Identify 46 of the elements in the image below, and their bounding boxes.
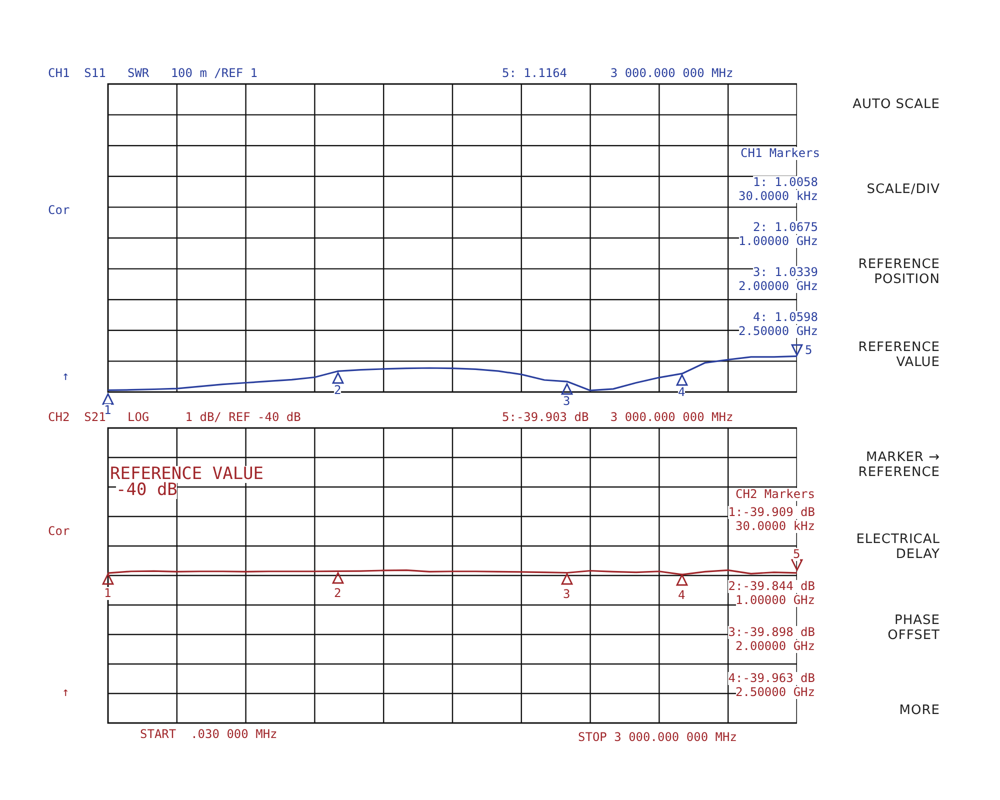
text: ↑	[62, 685, 70, 699]
text: PHASE OFFSET	[886, 613, 940, 643]
text: 1: 1.0058	[752, 175, 818, 189]
text: REFERENCE POSITION	[857, 257, 940, 287]
text: 5	[793, 547, 800, 561]
text: Cor	[48, 524, 70, 538]
annotation: 2	[334, 586, 342, 600]
text: REFERENCE VALUE	[857, 340, 940, 370]
text: SCALE/DIV	[866, 182, 940, 197]
annotation: 2	[334, 383, 342, 397]
text: 2.50000 GHz	[738, 324, 818, 338]
text: 4: 1.0598	[752, 310, 818, 324]
text: ↑	[62, 369, 70, 383]
text: 1.00000 GHz	[738, 234, 818, 248]
annotation: 4	[678, 588, 686, 602]
text: 30.0000 kHz	[738, 189, 818, 203]
annotation: 2:-39.844 dB	[728, 579, 815, 593]
text: ELECTRICAL DELAY	[855, 532, 940, 562]
chart-subtitle: 5: 1.1164 3 000.000 000 MHz	[502, 66, 734, 80]
annotation: 2.00000 GHz	[736, 639, 815, 653]
annotation: 4	[678, 385, 686, 399]
annotation: 3	[563, 587, 570, 601]
text: 2.00000 GHz	[738, 279, 818, 293]
text: 1	[104, 403, 112, 417]
text: AUTO SCALE	[852, 97, 940, 112]
annotation: 3:-39.898 dB	[728, 625, 815, 639]
annotation: 4:-39.963 dB	[728, 671, 815, 685]
text: MORE	[898, 703, 940, 718]
text: 3	[563, 394, 570, 408]
text: 30.0000 kHz	[736, 519, 815, 533]
text: 5	[805, 343, 812, 357]
text: STOP 3 000.000 000 MHz	[578, 730, 737, 744]
chart-title: CH1 S11 SWR 100 m /REF 1	[48, 66, 258, 80]
text: Cor	[48, 203, 70, 217]
text: 2: 1.0675	[752, 220, 818, 234]
chart-subtitle: 5:-39.903 dB 3 000.000 000 MHz	[502, 410, 734, 424]
annotation: 2.50000 GHz	[736, 685, 815, 699]
text: -40 dB	[116, 480, 178, 500]
text: CH2 Markers	[736, 487, 815, 501]
text: START .030 000 MHz	[140, 727, 278, 741]
text: MARKER → REFERENCE	[857, 450, 940, 480]
text: CH1 Markers	[740, 146, 820, 160]
annotation: 1.00000 GHz	[736, 593, 815, 607]
text: 3: 1.0339	[752, 265, 818, 279]
annotation: 1	[104, 586, 112, 600]
text: 1:-39.909 dB	[728, 505, 815, 519]
